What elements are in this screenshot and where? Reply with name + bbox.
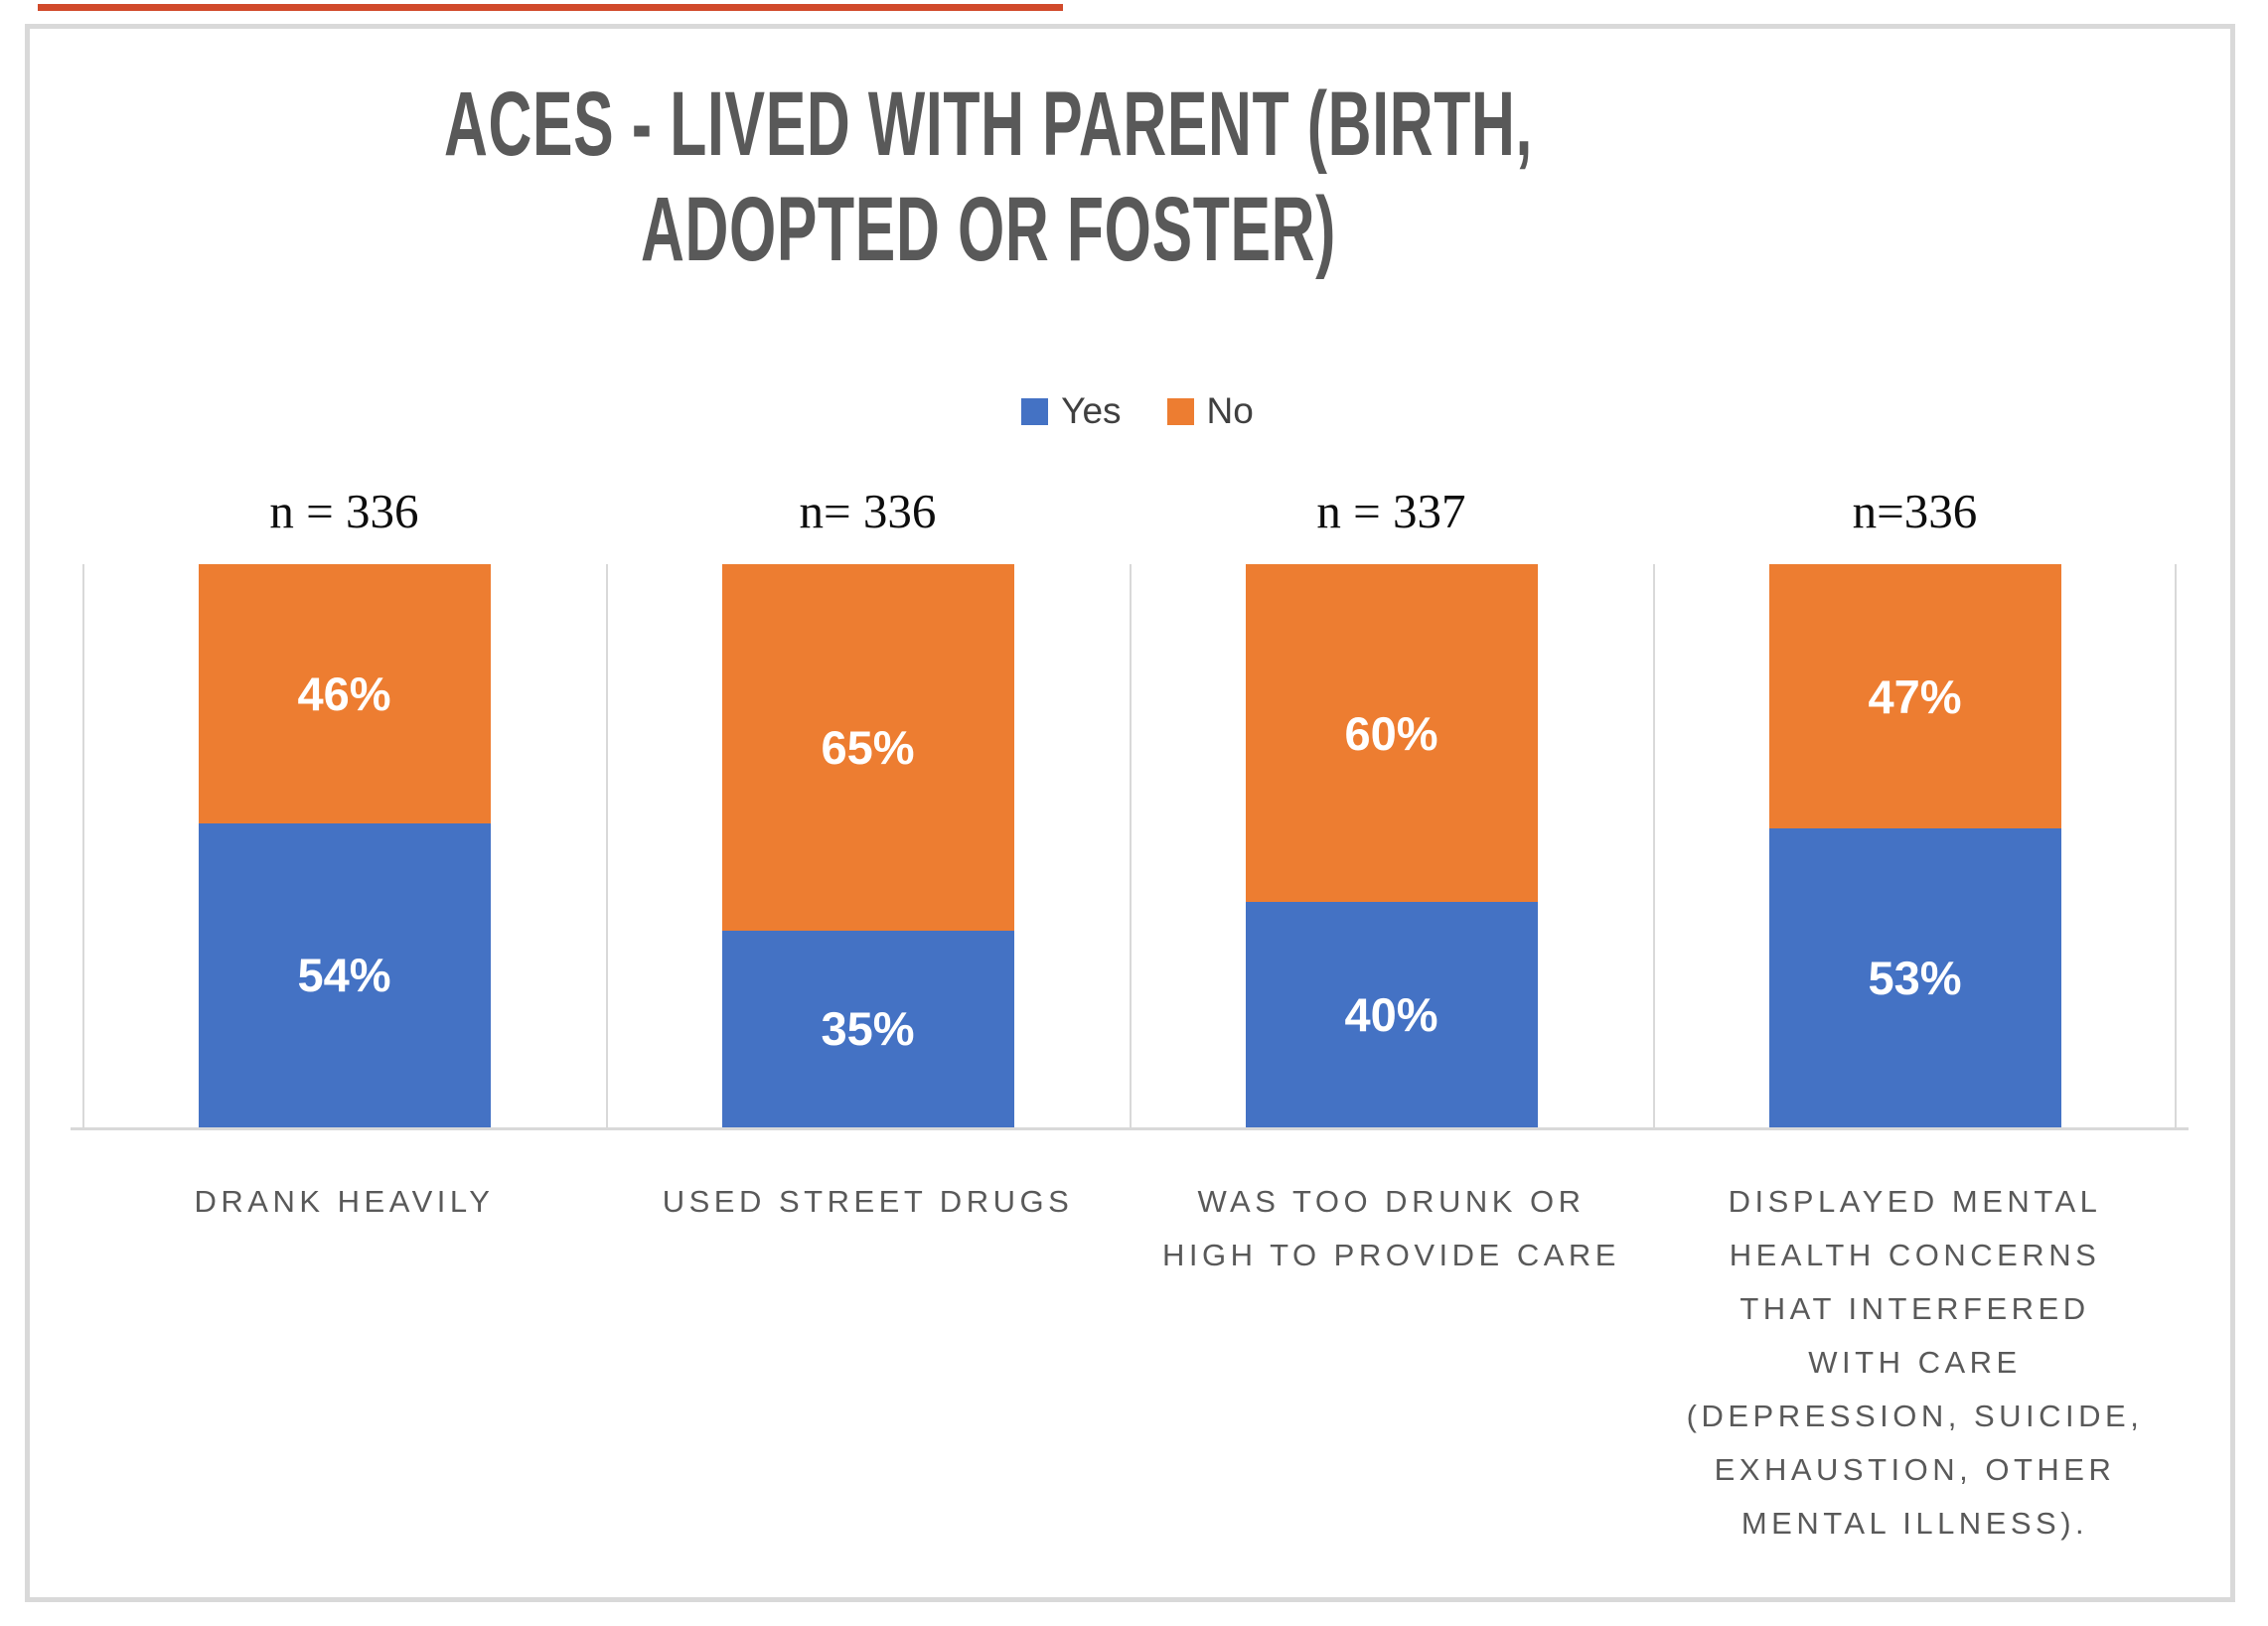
- chart-title-line-2: ADOPTED OR FOSTER): [640, 179, 1337, 280]
- category-label-line: (DEPRESSION, SUICIDE,: [1686, 1399, 2144, 1433]
- category-label-2: USED STREET DRUGS: [606, 1175, 1130, 1229]
- bar-segment-yes-1: 54%: [198, 822, 491, 1127]
- category-label-line: MENTAL ILLNESS).: [1740, 1506, 2089, 1541]
- category-gridline-3: [1653, 564, 1655, 1127]
- legend-label-yes: Yes: [1061, 390, 1122, 431]
- data-label-no-2: 65%: [821, 720, 915, 774]
- category-gridline-0: [82, 564, 84, 1127]
- legend-label-no: No: [1206, 390, 1254, 431]
- data-label-yes-4: 53%: [1868, 952, 1962, 1005]
- bar-segment-no-1: 46%: [198, 564, 491, 823]
- category-label-line: THAT INTERFERED: [1739, 1291, 2090, 1326]
- chart-title-line-1: ACES - LIVED WITH PARENT (BIRTH,: [443, 74, 1534, 175]
- legend: Yes No: [0, 390, 2268, 432]
- chart-title: ACES - LIVED WITH PARENT (BIRTH, ADOPTED…: [0, 72, 1977, 282]
- data-label-no-4: 47%: [1868, 669, 1962, 723]
- category-label-3: WAS TOO DRUNK OR HIGH TO PROVIDE CARE: [1130, 1175, 1653, 1282]
- x-axis-line: [71, 1127, 2189, 1130]
- category-gridline-4: [2175, 564, 2177, 1127]
- stacked-bar-1: 46% 54%: [198, 564, 491, 1127]
- category-label-line: DISPLAYED MENTAL: [1728, 1184, 2102, 1219]
- category-label-line: HIGH TO PROVIDE CARE: [1162, 1238, 1620, 1272]
- sample-size-label-3: n = 337: [1316, 484, 1466, 538]
- legend-item-no: No: [1166, 390, 1254, 432]
- bar-segment-yes-4: 53%: [1768, 828, 2061, 1127]
- sample-size-label-1: n = 336: [269, 484, 419, 538]
- bar-segment-no-2: 65%: [721, 564, 1014, 931]
- category-label-line: EXHAUSTION, OTHER: [1714, 1452, 2116, 1487]
- data-label-yes-3: 40%: [1344, 988, 1438, 1042]
- category-label-line: WITH CARE: [1808, 1345, 2022, 1380]
- category-label-line: DRANK HEAVILY: [194, 1184, 495, 1219]
- sample-size-label-4: n=336: [1852, 484, 1978, 538]
- sample-size-label-2: n= 336: [799, 484, 937, 538]
- legend-swatch-no: [1166, 397, 1194, 425]
- data-label-no-3: 60%: [1344, 706, 1438, 760]
- data-label-yes-1: 54%: [297, 949, 391, 1002]
- category-label-1: DRANK HEAVILY: [82, 1175, 606, 1229]
- top-artifact-line: [38, 4, 1063, 11]
- data-label-yes-2: 35%: [821, 1002, 915, 1056]
- bar-segment-no-4: 47%: [1768, 564, 2061, 829]
- stacked-bar-4: 47% 53%: [1768, 564, 2061, 1127]
- category-label-4: DISPLAYED MENTAL HEALTH CONCERNS THAT INTE…: [1653, 1175, 2177, 1551]
- category-label-line: WAS TOO DRUNK OR: [1197, 1184, 1586, 1219]
- legend-item-yes: Yes: [1021, 390, 1122, 432]
- category-gridline-1: [606, 564, 608, 1127]
- bar-segment-no-3: 60%: [1245, 564, 1538, 903]
- stacked-bar-3: 60% 40%: [1245, 564, 1538, 1127]
- data-label-no-1: 46%: [297, 666, 391, 720]
- bar-segment-yes-3: 40%: [1245, 902, 1538, 1127]
- category-label-line: HEALTH CONCERNS: [1729, 1238, 2101, 1272]
- category-gridline-2: [1130, 564, 1132, 1127]
- stacked-bar-2: 65% 35%: [721, 564, 1014, 1127]
- category-label-line: USED STREET DRUGS: [662, 1184, 1074, 1219]
- plot-area: 46% 54% 65% 35% 60% 40% 47% 53%: [71, 564, 2189, 1130]
- bar-segment-yes-2: 35%: [721, 930, 1014, 1127]
- legend-swatch-yes: [1021, 397, 1049, 425]
